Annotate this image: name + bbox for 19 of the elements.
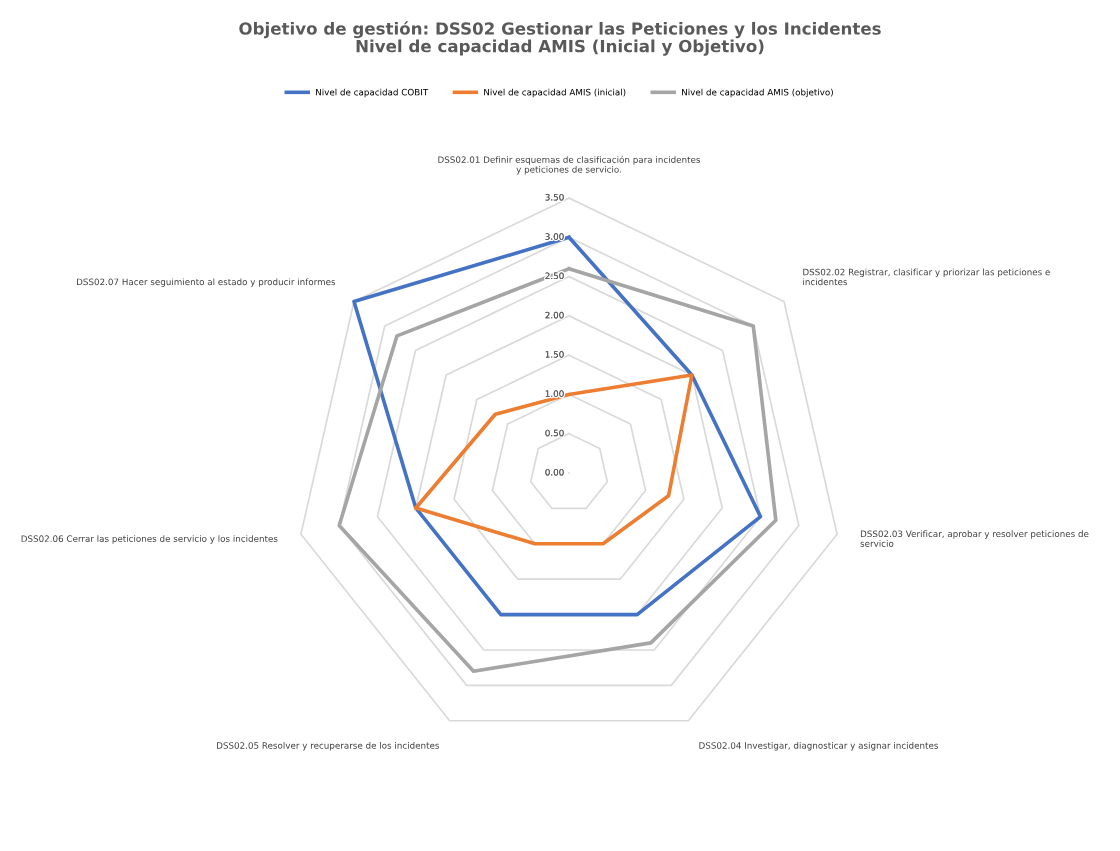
- spoke-label: DSS02.01 Definir esquemas de clasificación para incidentes y peticiones de servicio.: [438, 155, 701, 175]
- spoke-label: DSS02.02 Registrar, clasificar y priorizar las peticiones e incidentes: [803, 268, 1050, 286]
- spoke-label: DSS02.03 Verificar, aprobar y resolver peticiones de servicio: [860, 530, 1089, 547]
- legend-label: Nivel de capacidad AMIS (objetivo): [682, 88, 833, 98]
- y-tick-label: 0.50: [545, 429, 564, 437]
- legend-label: Nivel de capacidad AMIS (inicial): [484, 88, 626, 98]
- y-tick-label: 1.50: [545, 351, 564, 358]
- y-tick-label: 0.00: [545, 468, 564, 476]
- y-tick-label: 3.50: [545, 193, 564, 201]
- spoke-label: DSS02.05 Resolver y recuperarse de los incidentes: [217, 742, 440, 751]
- chart-title: Objetivo de gestión: DSS02 Gestionar las Peticiones y los Incidentes Nivel de capacidad AMIS (Inicial y Objetivo): [239, 21, 881, 56]
- legend-label: Nivel de capacidad COBIT: [316, 88, 429, 98]
- spoke-label: DSS02.06 Cerrar las peticiones de servicio y los incidentes: [21, 535, 278, 544]
- spoke-label: DSS02.07 Hacer seguimiento al estado y producir informes: [77, 278, 336, 287]
- y-tick-label: 2.50: [545, 272, 564, 280]
- y-tick-label: 1.00: [545, 390, 564, 397]
- y-tick-label: 2.00: [545, 311, 564, 319]
- y-tick-label: 3.00: [545, 233, 564, 240]
- spoke-label: DSS02.04 Investigar, diagnosticar y asignar incidentes: [699, 742, 938, 751]
